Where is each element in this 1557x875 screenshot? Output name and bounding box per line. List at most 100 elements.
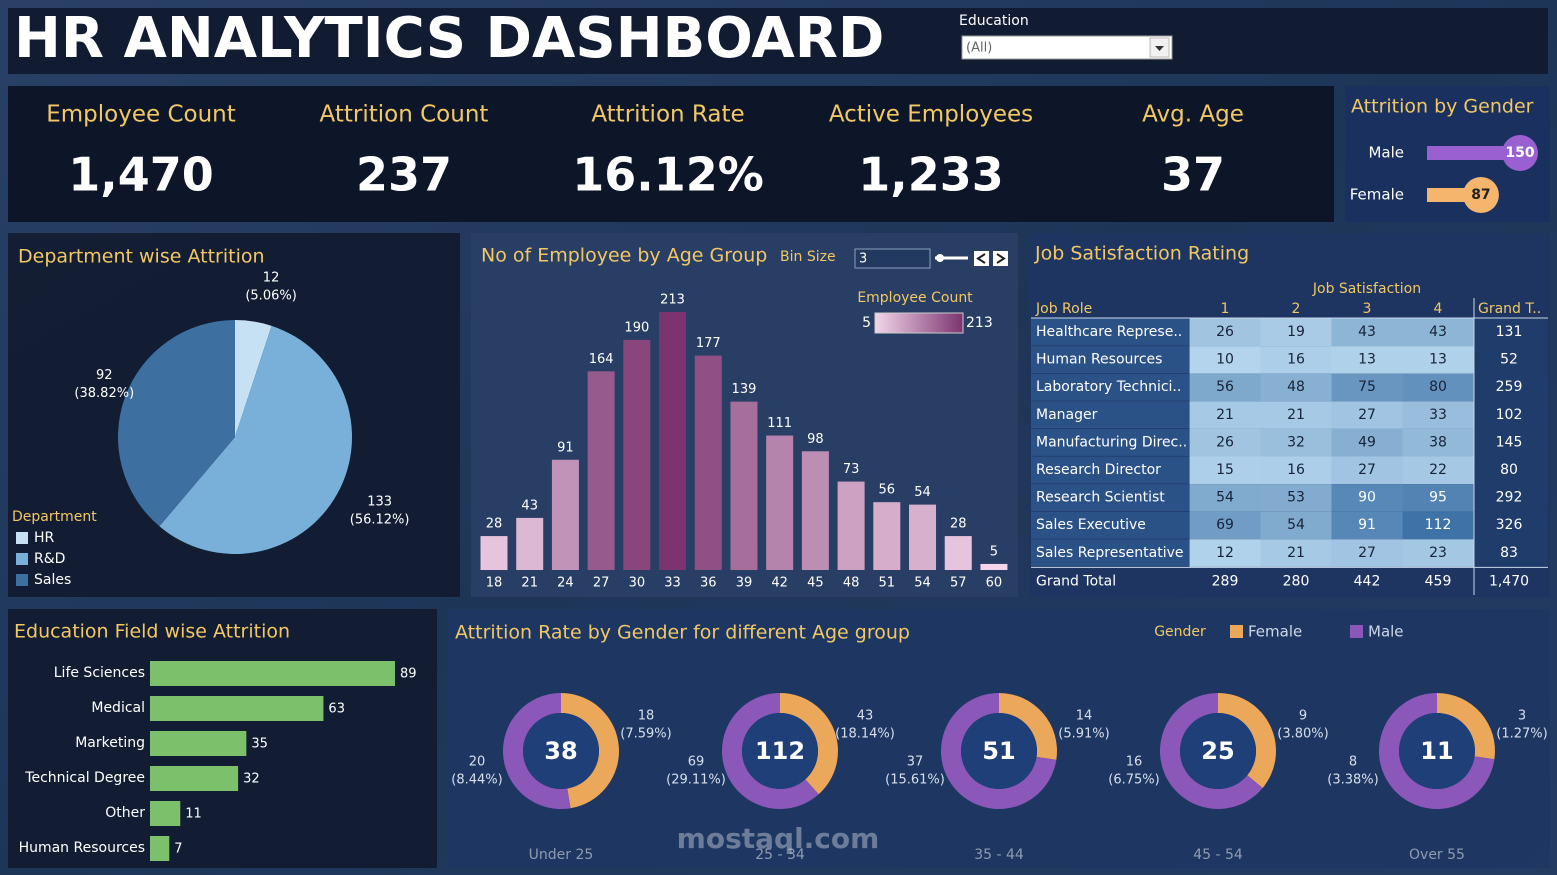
category-label: Marketing <box>75 735 145 751</box>
bar-end <box>1462 177 1499 213</box>
total-value: Grand Total <box>1036 573 1116 589</box>
donut-center <box>1180 713 1256 789</box>
x-tick-label: 57 <box>950 576 967 591</box>
kpi-value: 1,470 <box>68 148 214 202</box>
bar <box>516 517 544 570</box>
x-tick-label: 36 <box>700 576 717 591</box>
heat-cell <box>1260 484 1332 512</box>
slice-value: 92 <box>96 368 113 383</box>
bar-label: 43 <box>521 498 538 513</box>
cell-value: 95 <box>1429 490 1447 506</box>
donut-segment <box>722 693 819 809</box>
segment-percent: (6.75%) <box>1108 773 1159 788</box>
heat-cell <box>1402 346 1474 374</box>
bin-size-value[interactable]: 3 <box>859 252 867 267</box>
segment-value: 20 <box>469 755 486 770</box>
category-label: Medical <box>91 700 145 716</box>
cell-value: 75 <box>1358 379 1376 395</box>
cell-value: 26 <box>1216 324 1234 340</box>
legend-label: Male <box>1368 623 1404 641</box>
category-label: Technical Degree <box>24 770 145 786</box>
heat-cell <box>1189 484 1261 512</box>
bar <box>873 502 901 570</box>
legend-swatch <box>16 532 28 544</box>
column-header: 3 <box>1363 301 1372 317</box>
slice-value: 12 <box>263 270 280 285</box>
legend-label: Sales <box>34 572 71 588</box>
cell-value: 48 <box>1287 379 1305 395</box>
cell-value: 91 <box>1358 517 1376 533</box>
next-arrow <box>996 253 1006 264</box>
bar <box>980 563 1008 570</box>
chart-title: No of Employee by Age Group <box>481 245 767 267</box>
bar <box>623 339 651 570</box>
row-label-cell <box>1031 539 1189 567</box>
segment-value: 14 <box>1076 709 1093 724</box>
bar-label: 139 <box>732 382 757 397</box>
bar <box>150 836 170 861</box>
donut-segment <box>1379 693 1495 809</box>
bar <box>837 481 865 570</box>
kpi-label: Active Employees <box>829 102 1033 128</box>
total-cell <box>1474 539 1548 567</box>
legend-label: R&D <box>34 551 65 567</box>
row-total: 259 <box>1496 379 1523 395</box>
legend-swatch <box>1350 625 1363 638</box>
category-label: 25 - 34 <box>755 847 805 863</box>
heat-cell <box>1260 428 1332 457</box>
donut-center <box>1399 713 1475 789</box>
donut-total: 11 <box>1420 737 1453 765</box>
bar <box>150 766 239 791</box>
bar <box>150 696 324 721</box>
donut-total: 25 <box>1201 737 1234 765</box>
heat-cell <box>1260 373 1332 402</box>
total-cell <box>1474 456 1548 485</box>
donut-center <box>523 713 599 789</box>
heat-cell <box>1402 511 1474 540</box>
bar <box>150 731 247 756</box>
bar-end <box>1502 135 1538 171</box>
row-label-cell <box>1031 373 1189 401</box>
row-total: 80 <box>1500 462 1518 478</box>
value-label: 150 <box>1505 145 1534 161</box>
x-tick-label: 54 <box>914 576 931 591</box>
heat-cell <box>1331 456 1403 485</box>
bin-size-label: Bin Size <box>780 249 836 265</box>
donut-segment <box>999 693 1057 760</box>
bar <box>909 504 937 570</box>
heat-cell <box>1402 401 1474 429</box>
cell-value: 13 <box>1358 352 1376 368</box>
segment-percent: (29.11%) <box>666 773 726 788</box>
segment-percent: (15.61%) <box>885 773 945 788</box>
row-total: 52 <box>1500 352 1518 368</box>
cell-value: 80 <box>1429 379 1447 395</box>
cell-value: 43 <box>1358 324 1376 340</box>
filter-value[interactable]: (All) <box>966 41 992 56</box>
column-group: Job Satisfaction <box>1312 281 1421 297</box>
heat-cell <box>1189 346 1261 374</box>
slider-thumb[interactable] <box>936 254 944 262</box>
donut-segment <box>1160 693 1263 809</box>
legend-label: HR <box>34 530 55 546</box>
filter-dropdown[interactable] <box>961 35 1173 60</box>
heat-cell <box>1331 346 1403 374</box>
segment-value: 69 <box>688 755 705 770</box>
row-label: Sales Representative <box>1036 545 1184 561</box>
x-tick-label: 33 <box>664 576 681 591</box>
heat-cell <box>1260 346 1332 374</box>
total-cell <box>1474 373 1548 402</box>
prev-arrow <box>976 253 986 264</box>
cell-value: 112 <box>1425 517 1452 533</box>
bin-size-input[interactable] <box>854 248 931 269</box>
bar-label: 111 <box>767 416 792 431</box>
row-label-cell <box>1031 484 1189 512</box>
bar <box>551 459 579 570</box>
x-tick-label: 27 <box>593 576 610 591</box>
bar <box>150 661 395 686</box>
color-legend <box>874 312 964 334</box>
heat-cell <box>1260 511 1332 540</box>
cell-value: 15 <box>1216 462 1234 478</box>
row-label: Manager <box>1036 407 1098 423</box>
